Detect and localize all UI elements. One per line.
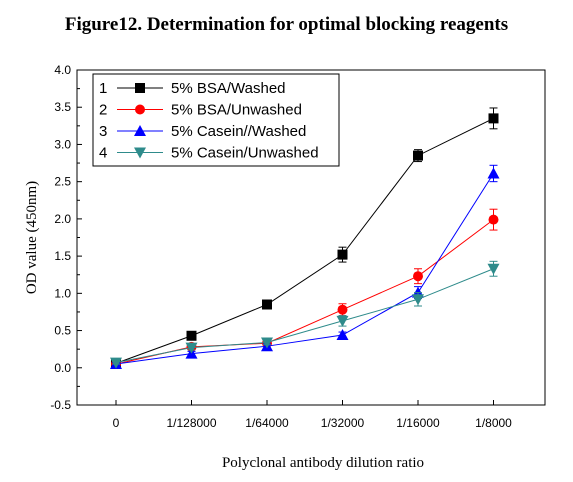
x-axis-title: Polyclonal antibody dilution ratio: [222, 455, 424, 471]
legend-box: [92, 73, 340, 167]
data-point: [186, 330, 197, 341]
figure-title: Figure12. Determination for optimal bloc…: [64, 14, 509, 35]
y-tick-label: -0.5: [50, 398, 71, 412]
legend-label: 5% Casein//Washed: [171, 123, 306, 140]
legend-label: 5% BSA/Unwashed: [171, 102, 302, 119]
series-line-1: [115, 117, 494, 364]
data-point: [413, 150, 423, 161]
data-point: [487, 263, 500, 275]
x-tick-label: 1/16000: [396, 416, 440, 430]
y-tick-label: 0.0: [54, 361, 71, 375]
data-point: [488, 214, 499, 225]
x-tick-label: 1/32000: [321, 416, 365, 430]
y-axis-title: OD value (450nm): [24, 181, 40, 294]
legend-index: 1: [99, 80, 107, 97]
legend-index: 4: [99, 145, 107, 162]
data-point: [261, 337, 273, 349]
legend-marker: [134, 125, 146, 136]
data-point: [110, 357, 122, 369]
y-tick-label: 3.5: [54, 100, 71, 114]
data-point: [487, 167, 500, 179]
data-point: [185, 342, 198, 354]
legend-index: 2: [99, 102, 107, 119]
data-point: [337, 304, 348, 315]
y-tick-label: 0.5: [54, 324, 71, 338]
series-line-4: [115, 268, 494, 364]
data-point: [488, 113, 499, 124]
legend-label: 5% BSA/Washed: [171, 80, 286, 97]
y-tick-label: 2.5: [54, 175, 71, 189]
y-tick-label: 1.5: [54, 249, 71, 263]
y-tick-label: 2.0: [54, 212, 71, 226]
x-tick-label: 1/64000: [245, 416, 289, 430]
data-point: [412, 294, 424, 306]
data-point: [336, 315, 349, 327]
y-tick-label: 1.0: [54, 286, 71, 300]
y-tick-label: 4.0: [54, 63, 71, 77]
series-line-3: [115, 173, 494, 365]
legend-index: 3: [99, 123, 107, 140]
legend-marker: [134, 147, 146, 159]
data-point: [262, 299, 272, 310]
legend-marker: [135, 104, 145, 115]
legend-label: 5% Casein/Unwashed: [171, 145, 319, 162]
x-tick-label: 1/8000: [475, 416, 512, 430]
y-tick-label: 3.0: [54, 137, 71, 151]
data-point: [336, 329, 349, 341]
data-point: [413, 271, 423, 282]
data-point: [337, 249, 348, 260]
x-tick-label: 0: [113, 416, 120, 430]
legend-marker: [135, 83, 145, 93]
x-tick-label: 1/128000: [166, 416, 216, 430]
